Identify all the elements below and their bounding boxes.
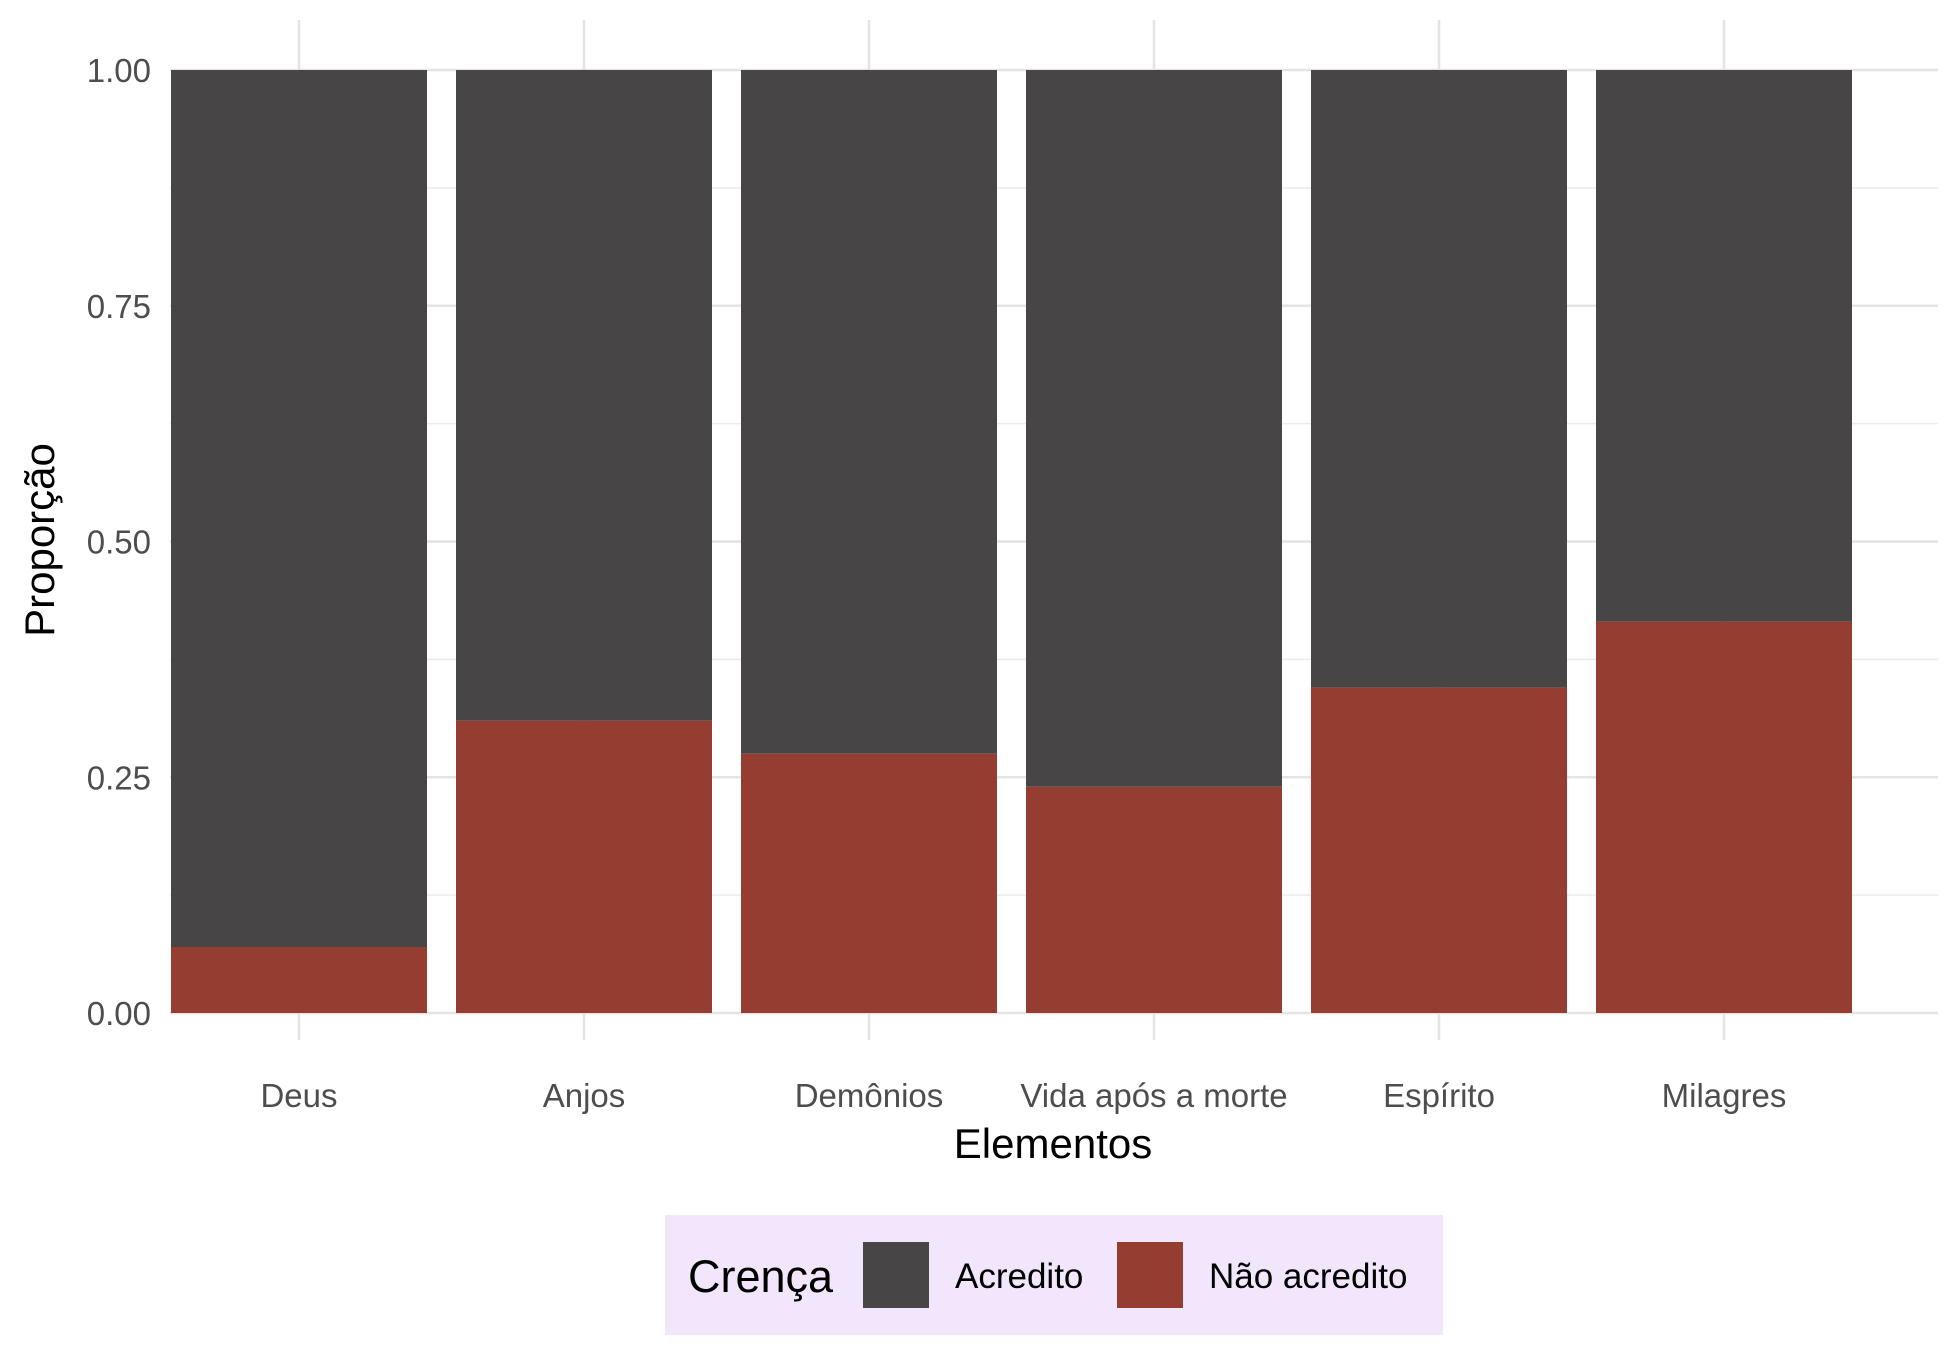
bar-nao-acredito-2: [741, 753, 997, 1013]
legend-background: [665, 1215, 1443, 1335]
legend-items: Acredito Não acredito: [863, 1242, 1407, 1308]
bar-nao-acredito-0: [171, 946, 427, 1013]
bar-layer: [171, 70, 1852, 1013]
bar-nao-acredito-4: [1311, 687, 1567, 1013]
y-tick-label-0: 0.00: [87, 995, 151, 1032]
x-tick-label-4: Espírito: [1383, 1077, 1495, 1114]
y-tick-label-4: 1.00: [87, 52, 151, 89]
legend-key-0: [863, 1242, 929, 1308]
bar-nao-acredito-5: [1596, 621, 1852, 1013]
bar-nao-acredito-3: [1026, 786, 1282, 1013]
legend-key-1: [1117, 1242, 1183, 1308]
bar-nao-acredito-1: [456, 720, 712, 1013]
legend-title: Crença: [688, 1251, 834, 1302]
y-tick-label-3: 0.75: [87, 288, 151, 325]
y-tick-label-1: 0.25: [87, 759, 151, 796]
bar-acredito-0: [171, 70, 427, 947]
y-axis-tick-labels: 0.00 0.25 0.50 0.75 1.00: [87, 52, 151, 1032]
bar-acredito-1: [456, 70, 712, 721]
x-tick-label-2: Demônios: [795, 1077, 944, 1114]
x-tick-label-0: Deus: [260, 1077, 337, 1114]
bar-acredito-5: [1596, 70, 1852, 622]
x-tick-label-1: Anjos: [543, 1077, 626, 1114]
y-axis-title: Proporção: [16, 443, 63, 637]
x-tick-label-5: Milagres: [1662, 1077, 1787, 1114]
x-axis-title: Elementos: [954, 1120, 1152, 1167]
bar-acredito-4: [1311, 70, 1567, 688]
bar-acredito-2: [741, 70, 997, 754]
bar-acredito-3: [1026, 70, 1282, 787]
legend-label-1: Não acredito: [1209, 1257, 1407, 1296]
x-axis-tick-labels: Deus Anjos Demônios Vida após a morte Espíri…: [260, 1077, 1786, 1114]
legend: Crença Acredito Não acredito: [665, 1215, 1443, 1335]
x-tick-label-3: Vida após a morte: [1020, 1077, 1287, 1114]
legend-label-0: Acredito: [955, 1257, 1083, 1296]
y-tick-label-2: 0.50: [87, 524, 151, 561]
